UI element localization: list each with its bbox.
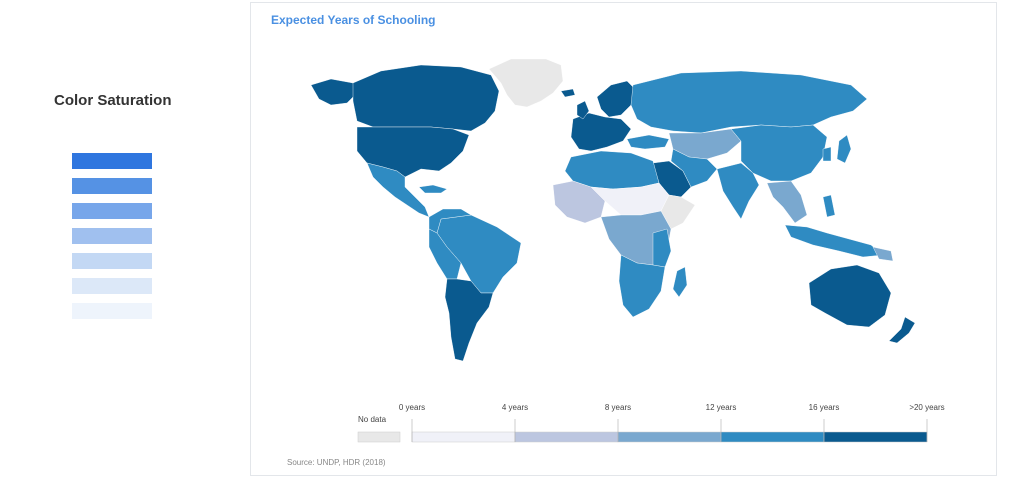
- legend-bin-2: [514, 431, 619, 443]
- country-alaska[interactable]: [310, 78, 358, 106]
- legend-bin-1: [411, 431, 516, 443]
- legend-tick-label-1: 0 years: [399, 403, 425, 412]
- country-cuba[interactable]: [418, 184, 448, 194]
- legend-no-data-swatch: [357, 431, 401, 443]
- country-india[interactable]: [716, 162, 760, 220]
- legend-tick-label-5: 16 years: [809, 403, 840, 412]
- country-philippines[interactable]: [822, 194, 836, 218]
- country-turkey[interactable]: [626, 134, 670, 150]
- saturation-swatch-list: [72, 153, 152, 328]
- country-east-africa[interactable]: [652, 228, 672, 268]
- country-papua-new-guinea[interactable]: [872, 246, 894, 262]
- legend-bin-4: [720, 431, 825, 443]
- saturation-swatch-5: [72, 253, 152, 269]
- country-scandinavia[interactable]: [596, 80, 638, 118]
- saturation-swatch-3: [72, 203, 152, 219]
- country-mexico[interactable]: [366, 162, 430, 218]
- country-argentina-chile[interactable]: [444, 278, 494, 362]
- legend-tick-label-3: 8 years: [605, 403, 631, 412]
- country-southern-africa[interactable]: [618, 254, 666, 318]
- legend-bin-3: [617, 431, 722, 443]
- legend-tick-label-4: 12 years: [706, 403, 737, 412]
- country-australia[interactable]: [808, 264, 892, 328]
- country-western-europe[interactable]: [570, 112, 632, 152]
- country-canada[interactable]: [352, 64, 500, 132]
- legend-tick-label-6: >20 years: [909, 403, 944, 412]
- country-china[interactable]: [730, 124, 828, 182]
- country-korea[interactable]: [822, 146, 832, 162]
- legend-no-data-label: No data: [358, 415, 387, 424]
- country-greenland[interactable]: [488, 58, 564, 108]
- saturation-swatch-1: [72, 153, 152, 169]
- color-saturation-panel: Color Saturation: [0, 0, 230, 492]
- country-iran-pakistan[interactable]: [670, 148, 718, 188]
- map-card: No data 0 years 4 years 8 years 12 years 16 …: [250, 2, 997, 476]
- country-southeast-asia[interactable]: [766, 180, 808, 224]
- map-legend: No data 0 years 4 years 8 years 12 years 16 …: [357, 403, 945, 443]
- country-madagascar[interactable]: [672, 266, 688, 298]
- map-title: Expected Years of Schooling: [271, 13, 436, 27]
- country-japan[interactable]: [836, 134, 852, 164]
- country-russia[interactable]: [630, 70, 868, 134]
- country-uk[interactable]: [576, 100, 590, 120]
- legend-bin-5: [823, 431, 928, 443]
- panel-title: Color Saturation: [54, 92, 172, 109]
- world-map: No data 0 years 4 years 8 years 12 years 16 …: [310, 58, 945, 443]
- saturation-swatch-4: [72, 228, 152, 244]
- country-new-zealand[interactable]: [888, 316, 916, 344]
- saturation-swatch-2: [72, 178, 152, 194]
- legend-tick-label-2: 4 years: [502, 403, 528, 412]
- country-indonesia[interactable]: [784, 224, 884, 258]
- country-iceland[interactable]: [560, 88, 576, 98]
- saturation-swatch-6: [72, 278, 152, 294]
- saturation-swatch-7: [72, 303, 152, 319]
- source-note: Source: UNDP, HDR (2018): [287, 458, 386, 467]
